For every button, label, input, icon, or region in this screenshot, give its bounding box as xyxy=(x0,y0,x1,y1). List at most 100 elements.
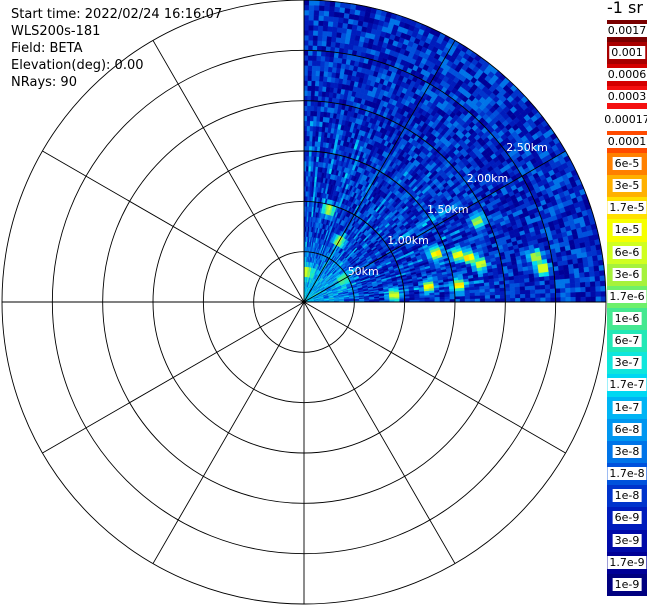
heatmap-cell xyxy=(317,35,323,42)
heatmap-cell xyxy=(307,60,313,66)
heatmap-cell xyxy=(309,135,313,142)
heatmap-cell xyxy=(323,15,330,22)
heatmap-cell xyxy=(562,264,570,271)
heatmap-cell xyxy=(312,50,318,56)
heatmap-cell xyxy=(307,105,312,112)
heatmap-cell xyxy=(572,258,579,265)
heatmap-cell xyxy=(303,19,310,26)
heatmap-cell xyxy=(308,29,314,36)
heatmap-cell xyxy=(303,30,309,36)
heatmap-cell xyxy=(572,263,580,270)
heatmap-cell xyxy=(307,90,312,97)
heatmap-cell xyxy=(307,85,312,91)
heatmap-cell xyxy=(344,7,351,14)
heatmap-cell xyxy=(319,5,325,12)
heatmap-cell xyxy=(309,130,314,137)
heatmap-cell xyxy=(316,115,321,122)
heatmap-cell xyxy=(303,4,310,11)
heatmap-cell xyxy=(339,6,346,14)
heatmap-cell xyxy=(306,155,310,162)
heatmap-cell xyxy=(306,150,310,157)
heatmap-cell xyxy=(307,95,312,102)
heatmap-cell xyxy=(321,45,327,52)
heatmap-cell xyxy=(318,15,325,22)
heatmap-cell xyxy=(308,0,315,6)
heatmap-cell xyxy=(324,5,331,12)
heatmap-cell xyxy=(306,130,311,137)
heatmap-cell xyxy=(315,80,320,87)
heatmap-cell xyxy=(303,55,309,61)
heatmap-cell xyxy=(318,80,324,87)
heatmap-cell xyxy=(307,80,312,86)
heatmap-cell xyxy=(313,105,318,112)
heatmap-cell xyxy=(303,105,308,112)
heatmap-cell xyxy=(310,105,315,112)
heatmap-cell xyxy=(318,85,324,92)
heatmap-cell xyxy=(303,115,308,122)
heatmap-cell xyxy=(330,41,337,48)
heatmap-cell xyxy=(312,45,318,51)
heatmap-cell xyxy=(538,268,545,274)
heatmap-cell xyxy=(324,56,331,62)
heatmap-cell xyxy=(333,11,340,18)
heatmap-cell xyxy=(306,145,310,152)
heatmap-cell xyxy=(562,260,569,266)
heatmap-cell xyxy=(318,20,324,27)
heatmap-cell xyxy=(321,40,328,47)
heatmap-cell xyxy=(303,70,309,76)
heatmap-cell xyxy=(592,255,599,262)
heatmap-cell xyxy=(312,35,319,41)
heatmap-cell xyxy=(323,71,329,77)
heatmap-cell xyxy=(311,80,316,87)
heatmap-cell xyxy=(322,86,327,93)
heatmap-cell xyxy=(306,115,311,122)
heatmap-cell xyxy=(314,0,321,6)
heatmap-cell xyxy=(303,40,309,46)
heatmap-cell xyxy=(311,70,317,77)
heatmap-cell xyxy=(318,10,325,17)
heatmap-cell xyxy=(324,61,330,67)
heatmap-cell xyxy=(318,90,323,97)
heatmap-cell xyxy=(307,100,312,107)
heatmap-cell xyxy=(582,261,590,268)
heatmap-cell xyxy=(533,268,540,275)
heatmap-cell xyxy=(308,45,314,51)
heatmap-cell xyxy=(308,14,315,21)
heatmap-cell xyxy=(587,261,595,268)
heatmap-cell xyxy=(310,100,315,107)
heatmap-cell xyxy=(317,30,324,37)
heatmap-cell xyxy=(307,65,313,71)
heatmap-cell xyxy=(308,40,314,46)
heatmap-cell xyxy=(317,40,323,47)
heatmap-cell xyxy=(306,140,310,147)
heatmap-cell xyxy=(310,90,316,97)
heatmap-cell xyxy=(322,25,329,32)
heatmap-cell xyxy=(319,0,326,7)
heatmap-cell xyxy=(303,34,309,41)
heatmap-cell xyxy=(591,250,598,257)
heatmap-cell xyxy=(308,9,315,16)
heatmap-cell xyxy=(314,100,319,107)
heatmap-cell xyxy=(314,85,320,92)
heatmap-cell xyxy=(323,10,330,17)
heatmap-cell xyxy=(306,120,311,127)
heatmap-cell xyxy=(303,90,308,96)
heatmap-cell xyxy=(328,10,335,17)
heatmap-cell xyxy=(312,40,318,46)
heatmap-cell xyxy=(577,262,585,269)
heatmap-cell xyxy=(303,14,310,21)
heatmap-cell xyxy=(313,110,318,117)
heatmap-cell xyxy=(338,16,345,24)
heatmap-cell xyxy=(592,260,600,267)
heatmap-cell xyxy=(303,0,310,6)
heatmap-cell xyxy=(333,16,340,23)
heatmap-cell xyxy=(313,30,319,36)
heatmap-cell xyxy=(310,115,314,122)
heatmap-cell xyxy=(586,251,593,258)
heatmap-cell xyxy=(310,110,315,117)
heatmap-cell xyxy=(314,95,319,102)
heatmap-cell xyxy=(308,19,315,26)
heatmap-cell xyxy=(327,20,334,27)
heatmap-cell xyxy=(303,100,308,106)
